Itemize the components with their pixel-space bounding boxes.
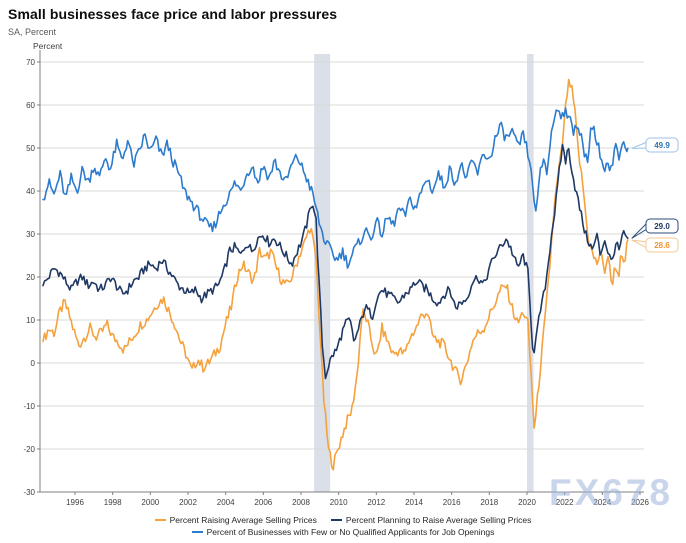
x-tick-label: 2000 xyxy=(141,498,159,507)
x-tick-label: 2016 xyxy=(443,498,461,507)
y-tick-label: -20 xyxy=(23,445,35,454)
legend: Percent Raising Average Selling Prices P… xyxy=(0,514,686,538)
end-value-label: 29.0 xyxy=(654,222,670,231)
recession-bars xyxy=(314,54,534,492)
chart-header: Small businesses face price and labor pr… xyxy=(8,6,337,37)
x-tick-label: 2026 xyxy=(631,498,649,507)
x-tick-label: 1996 xyxy=(66,498,84,507)
x-tick-label: 2018 xyxy=(480,498,498,507)
y-tick-label: 50 xyxy=(26,144,35,153)
legend-swatch-navy xyxy=(330,519,342,521)
legend-item-qualified-applicants: Percent of Businesses with Few or No Qua… xyxy=(191,526,495,538)
page-title: Small businesses face price and labor pr… xyxy=(8,6,338,22)
end-value-label: 28.6 xyxy=(654,241,670,250)
series-line-0 xyxy=(42,78,629,471)
badge-pointer xyxy=(631,141,648,149)
end-value-label: 49.9 xyxy=(654,141,670,150)
badge-box xyxy=(645,237,679,253)
badge-pointer xyxy=(631,221,648,239)
y-tick-label: 40 xyxy=(26,187,35,196)
y-axis-title: Percent xyxy=(33,41,63,51)
legend-swatch-orange xyxy=(154,519,166,521)
y-tick-label: -10 xyxy=(23,402,35,411)
x-tick-label: 2006 xyxy=(254,498,272,507)
legend-row-2: Percent of Businesses with Few or No Qua… xyxy=(0,526,686,538)
recession-bar xyxy=(314,54,331,492)
x-tick-label: 2012 xyxy=(367,498,385,507)
badge-pointer xyxy=(631,239,648,249)
y-tick-label: -30 xyxy=(23,488,35,497)
series-line-1 xyxy=(42,143,629,380)
x-tick-label: 2010 xyxy=(330,498,348,507)
y-tick-label: 10 xyxy=(26,316,35,325)
end-value-badges: 28.6 29.0 49.9 xyxy=(631,137,679,253)
x-tick-label: 2022 xyxy=(556,498,574,507)
gridlines xyxy=(40,61,644,450)
x-tick-label: 2004 xyxy=(217,498,235,507)
legend-row-1: Percent Raising Average Selling Prices P… xyxy=(0,514,686,526)
x-tick-label: 2014 xyxy=(405,498,423,507)
chart-subtitle: SA, Percent xyxy=(8,27,57,37)
y-tick-label: 0 xyxy=(31,359,36,368)
legend-item-planning-prices: Percent Planning to Raise Average Sellin… xyxy=(330,514,532,526)
legend-swatch-blue xyxy=(191,531,203,533)
badge-box xyxy=(645,137,679,153)
x-tick-label: 2020 xyxy=(518,498,536,507)
legend-label-planning-prices: Percent Planning to Raise Average Sellin… xyxy=(345,515,532,525)
x-tick-label: 2024 xyxy=(593,498,611,507)
y-tick-label: 30 xyxy=(26,230,35,239)
y-tick-label: 20 xyxy=(26,273,35,282)
badge-box xyxy=(645,218,679,234)
legend-label-raising-prices: Percent Raising Average Selling Prices xyxy=(169,515,317,525)
x-tick-label: 2002 xyxy=(179,498,197,507)
series-lines xyxy=(42,78,629,471)
legend-item-raising-prices: Percent Raising Average Selling Prices xyxy=(154,514,317,526)
legend-label-qualified-applicants: Percent of Businesses with Few or No Qua… xyxy=(206,527,495,537)
y-tick-label: 60 xyxy=(26,101,35,110)
series-line-2 xyxy=(42,107,629,269)
x-tick-label: 1998 xyxy=(104,498,122,507)
x-tick-label: 2008 xyxy=(292,498,310,507)
recession-bar xyxy=(526,54,534,492)
y-tick-label: 70 xyxy=(26,58,35,67)
